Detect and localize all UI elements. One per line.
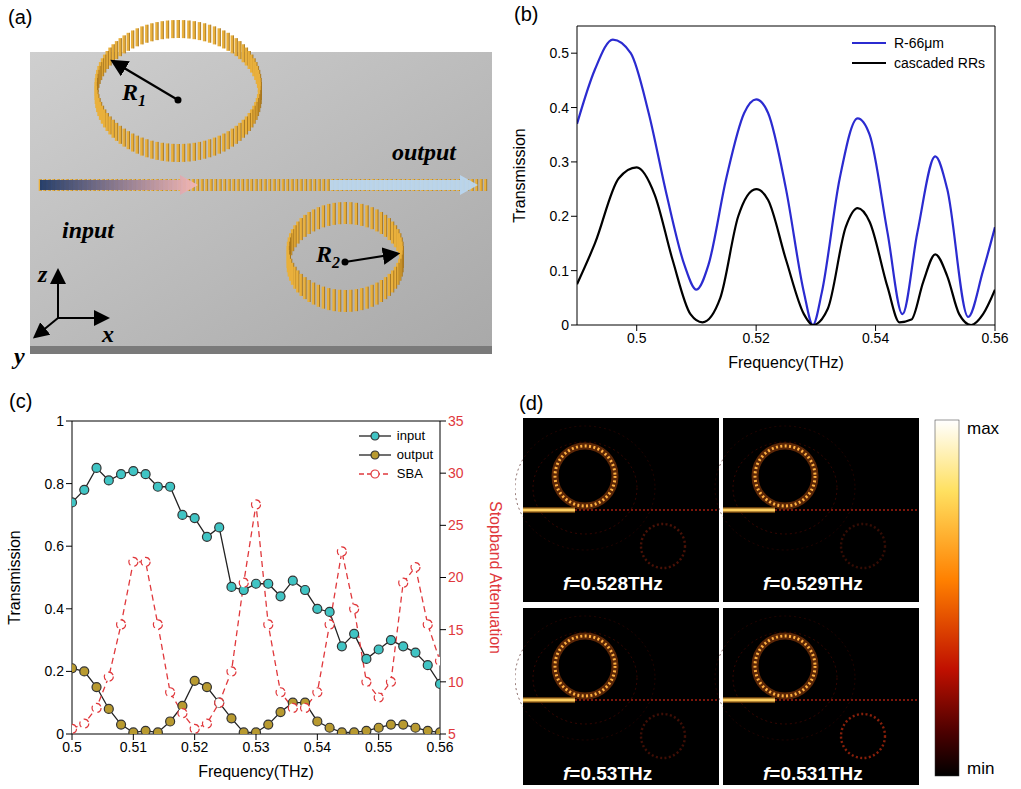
svg-text:input: input xyxy=(62,217,115,243)
svg-text:0.1: 0.1 xyxy=(550,263,570,279)
svg-text:Stopband Attenuation: Stopband Attenuation xyxy=(487,501,504,654)
svg-text:Frequency(THz): Frequency(THz) xyxy=(198,763,314,780)
svg-text:0.56: 0.56 xyxy=(426,738,454,755)
svg-text:0.52: 0.52 xyxy=(181,739,208,755)
svg-text:z: z xyxy=(37,261,48,287)
svg-text:Transmission: Transmission xyxy=(6,530,23,625)
svg-text:R1: R1 xyxy=(121,79,146,109)
svg-text:0.5: 0.5 xyxy=(550,45,570,61)
html-text:(b): (b) xyxy=(514,3,539,25)
svg-text:f=0.531THz: f=0.531THz xyxy=(763,763,863,784)
svg-text:10: 10 xyxy=(448,674,464,690)
svg-text:30: 30 xyxy=(448,465,464,481)
svg-text:35: 35 xyxy=(448,413,464,429)
svg-text:f=0.53THz: f=0.53THz xyxy=(563,763,652,784)
svg-text:0.5: 0.5 xyxy=(62,739,82,755)
svg-text:0.54: 0.54 xyxy=(304,739,331,755)
svg-text:0.8: 0.8 xyxy=(45,476,65,492)
svg-text:Frequency(THz): Frequency(THz) xyxy=(728,354,844,371)
svg-text:R2: R2 xyxy=(315,241,340,271)
svg-text:0.55: 0.55 xyxy=(365,739,392,755)
svg-text:max: max xyxy=(967,419,1000,438)
html-text:(c): (c) xyxy=(9,390,33,412)
svg-text:0.56: 0.56 xyxy=(981,330,1008,346)
svg-text:Transmission: Transmission xyxy=(511,128,528,223)
svg-text:0.4: 0.4 xyxy=(550,100,570,116)
svg-text:0.53: 0.53 xyxy=(242,739,269,755)
html-text:R-66μm: R-66μm xyxy=(894,35,944,51)
svg-text:0: 0 xyxy=(56,726,64,742)
svg-text:f=0.529THz: f=0.529THz xyxy=(763,573,863,594)
html-text:SBA: SBA xyxy=(396,466,423,481)
svg-text:0.3: 0.3 xyxy=(550,154,570,170)
svg-text:0.52: 0.52 xyxy=(743,330,770,346)
html-text:cascaded RRs: cascaded RRs xyxy=(894,55,985,71)
svg-text:0.5: 0.5 xyxy=(627,330,647,346)
svg-text:f=0.528THz: f=0.528THz xyxy=(563,573,663,594)
svg-text:1: 1 xyxy=(56,413,64,429)
svg-text:0.2: 0.2 xyxy=(45,663,65,679)
html-text:input: input xyxy=(396,428,425,443)
svg-text:0.2: 0.2 xyxy=(550,208,570,224)
svg-text:min: min xyxy=(967,759,994,778)
svg-text:(d): (d) xyxy=(519,392,543,414)
svg-text:0.51: 0.51 xyxy=(120,739,147,755)
svg-text:0: 0 xyxy=(561,317,569,333)
svg-text:y: y xyxy=(11,343,25,369)
svg-text:5: 5 xyxy=(448,726,456,742)
svg-text:25: 25 xyxy=(448,517,464,533)
svg-text:(a): (a) xyxy=(8,6,32,28)
svg-text:0.6: 0.6 xyxy=(45,538,65,554)
svg-text:15: 15 xyxy=(448,622,464,638)
svg-text:20: 20 xyxy=(448,569,464,585)
svg-text:x: x xyxy=(101,321,114,347)
html-text:output: output xyxy=(396,447,433,462)
svg-text:output: output xyxy=(392,139,457,165)
svg-text:0.54: 0.54 xyxy=(862,330,889,346)
svg-text:0.4: 0.4 xyxy=(45,601,65,617)
